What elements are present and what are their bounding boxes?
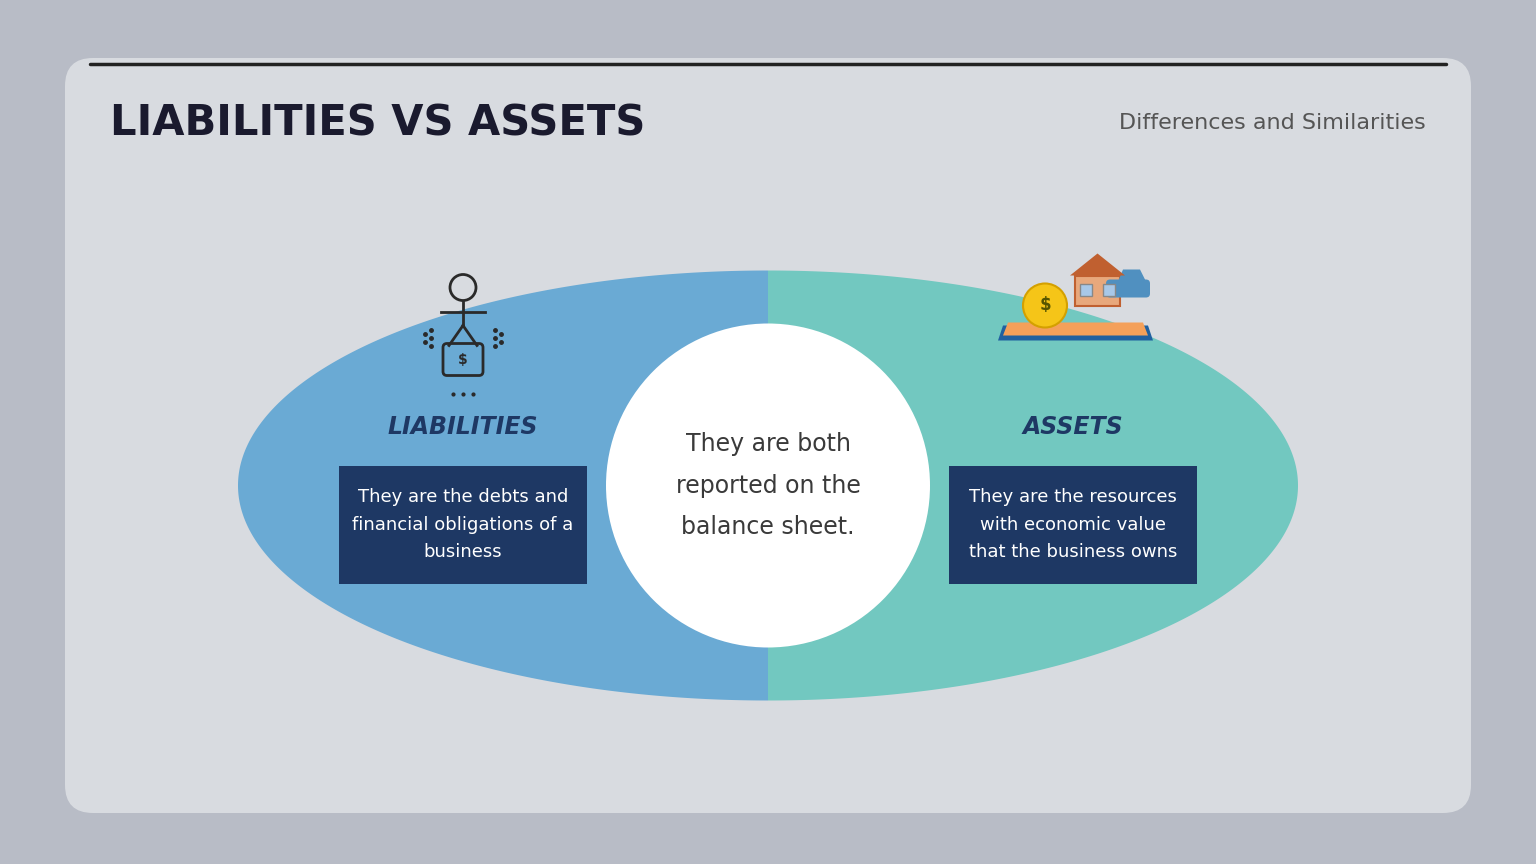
- FancyBboxPatch shape: [339, 466, 587, 583]
- Text: They are the resources
with economic value
that the business owns: They are the resources with economic val…: [969, 488, 1177, 561]
- Polygon shape: [1003, 322, 1147, 335]
- Text: $: $: [458, 353, 468, 366]
- Text: They are the debts and
financial obligations of a
business: They are the debts and financial obligat…: [352, 488, 573, 561]
- Text: They are both
reported on the
balance sheet.: They are both reported on the balance sh…: [676, 432, 860, 538]
- Text: $: $: [1040, 296, 1051, 314]
- Polygon shape: [1075, 276, 1120, 306]
- Circle shape: [607, 323, 929, 647]
- Polygon shape: [768, 270, 1298, 701]
- FancyBboxPatch shape: [1106, 279, 1150, 297]
- Polygon shape: [998, 326, 1154, 340]
- Text: LIABILITIES: LIABILITIES: [387, 416, 538, 440]
- Text: LIABILITIES VS ASSETS: LIABILITIES VS ASSETS: [111, 102, 645, 144]
- FancyBboxPatch shape: [1103, 283, 1115, 295]
- Polygon shape: [238, 270, 768, 701]
- Polygon shape: [1071, 253, 1124, 276]
- Text: Differences and Similarities: Differences and Similarities: [1120, 113, 1425, 133]
- FancyBboxPatch shape: [949, 466, 1197, 583]
- Text: ASSETS: ASSETS: [1023, 416, 1123, 440]
- Circle shape: [1023, 283, 1068, 327]
- FancyBboxPatch shape: [1080, 283, 1092, 295]
- FancyBboxPatch shape: [65, 58, 1471, 813]
- Polygon shape: [1118, 270, 1146, 282]
